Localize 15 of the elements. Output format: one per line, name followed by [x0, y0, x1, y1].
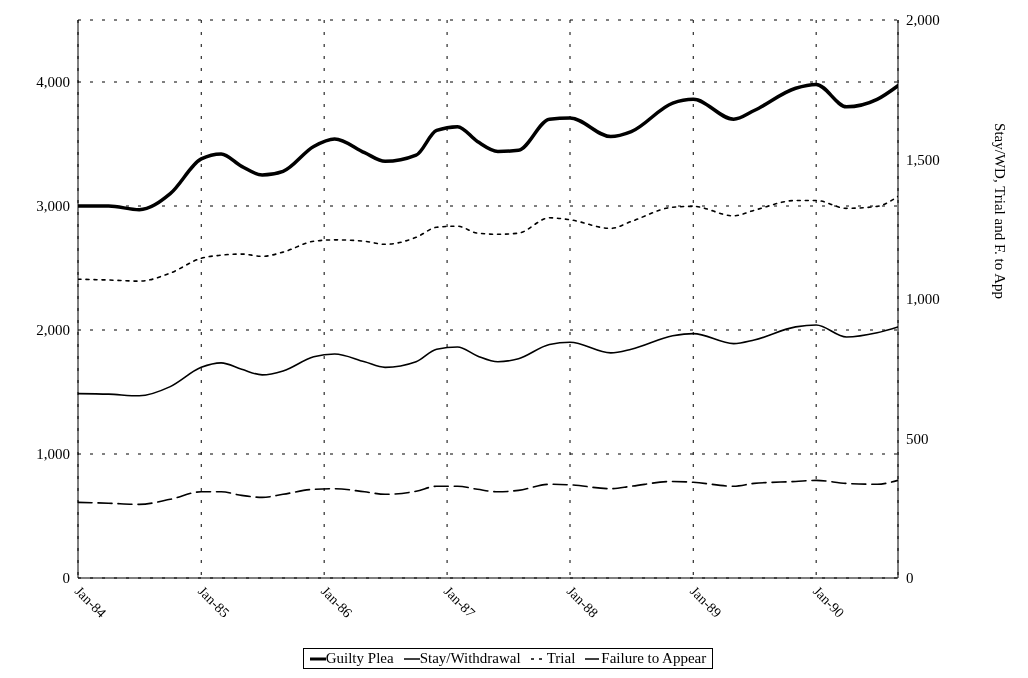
y2-tick-label: 500: [906, 430, 929, 447]
y-tick-label: 3,000: [36, 198, 70, 215]
legend-label: Guilty Plea: [325, 650, 394, 667]
legend-label: Stay/Withdrawal: [419, 650, 521, 667]
y2-tick-label: 0: [906, 570, 914, 587]
y-tick-label: 4,000: [36, 74, 70, 91]
y-tick-label: 1,000: [36, 446, 70, 463]
y2-tick-label: 1,000: [906, 291, 940, 308]
y-tick-label: 2,000: [36, 322, 70, 339]
legend-label: Trial: [546, 650, 576, 667]
y2-tick-label: 1,500: [906, 151, 940, 168]
legend-label: Failure to Appear: [601, 650, 707, 667]
y2-tick-label: 2,000: [906, 12, 940, 29]
y-tick-label: 0: [62, 570, 70, 587]
y2-axis-title: Stay/WD, Trial and F. to App: [991, 123, 1008, 299]
